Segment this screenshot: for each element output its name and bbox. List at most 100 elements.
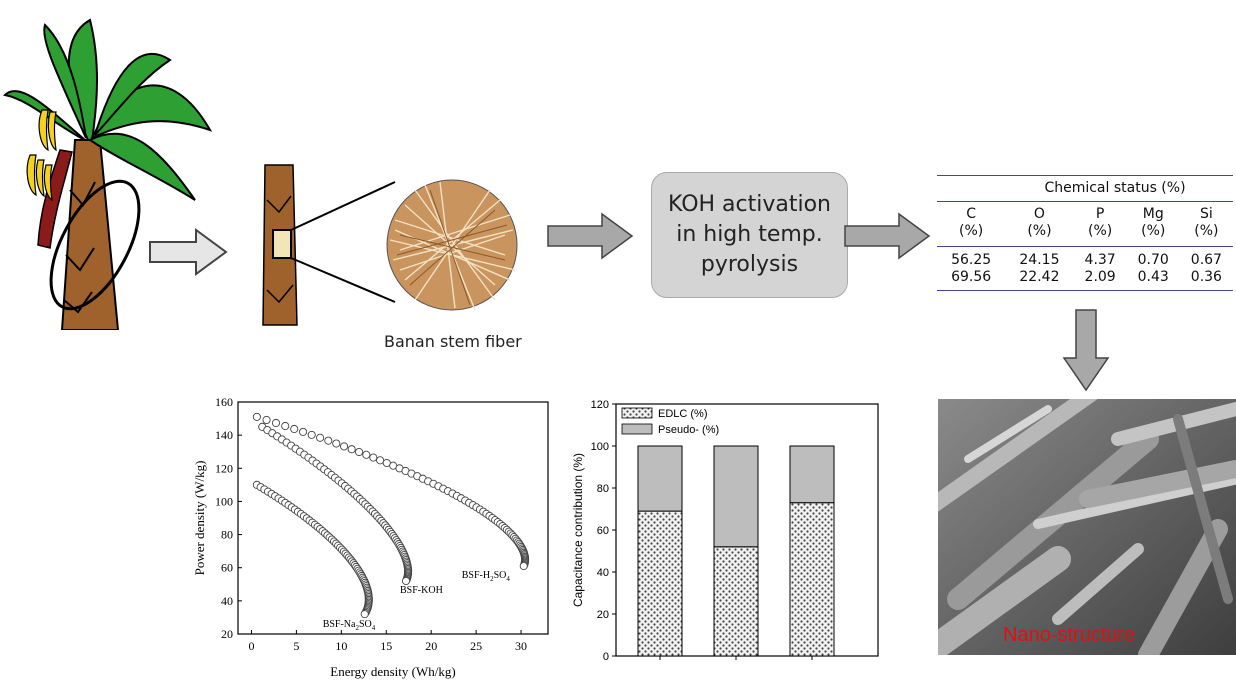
arrow-down-icon [1062, 309, 1110, 392]
header-unit: (%) [1141, 223, 1166, 239]
data-point [519, 562, 528, 571]
bar-edlc [713, 546, 759, 657]
arrow-right-icon [547, 212, 634, 260]
series-label: BSF-H2SO4 [462, 570, 511, 583]
bar-edlc [789, 502, 835, 657]
series-BSF-KOH: BSF-KOH [258, 422, 443, 596]
header-unit: (%) [1027, 223, 1052, 239]
table-row: 69.56 22.42 2.09 0.43 0.36 [937, 269, 1233, 291]
legend-label-edlc: EDLC (%) [658, 408, 708, 420]
y-tick-label: 20 [597, 609, 609, 621]
activation-line-2: in high temp. [676, 222, 823, 247]
plot-frame [237, 401, 549, 635]
series-BSF-H2SO4: BSF-H2SO4 [252, 412, 530, 583]
table-cell: 69.56 [951, 269, 992, 285]
data-point [369, 453, 378, 462]
y-tick-label: 60 [221, 561, 233, 575]
stem-zoom-illustration [262, 164, 518, 326]
y-tick-label: 40 [221, 594, 233, 608]
table-title: Chemical status (%) [1044, 180, 1186, 196]
y-tick-label: 0 [603, 651, 609, 663]
x-tick-label: 25 [470, 639, 482, 653]
data-point [281, 421, 290, 431]
table-cell: 4.37 [1084, 252, 1116, 268]
y-tick-label: 160 [215, 395, 233, 409]
activation-line-1: KOH activation [667, 192, 832, 217]
data-point [401, 576, 411, 586]
table-cell: 22.42 [1019, 269, 1060, 285]
series-BSF-Na2SO4: BSF-Na2SO4 [252, 480, 376, 632]
data-point [332, 439, 341, 448]
y-tick-label: 100 [215, 494, 233, 508]
data-point [316, 433, 325, 442]
data-point [340, 442, 349, 451]
x-axis-label: Energy density (Wh/kg) [330, 664, 455, 679]
data-point [376, 456, 385, 465]
capacitance-chart: 0 20 40 60 80 100 120 EDLC (%) Pseudo- (%) Cap… [571, 399, 879, 663]
koh-activation-box: KOH activation in high temp. pyrolysis [651, 172, 848, 298]
table-cell: 0.36 [1190, 269, 1222, 285]
y-tick-label: 100 [591, 441, 609, 453]
table-cell: 24.15 [1019, 252, 1060, 268]
y-tick-label: 120 [591, 399, 609, 411]
data-point [290, 424, 299, 434]
y-axis-label: Capacitance contribution (%) [571, 453, 585, 607]
data-point [355, 447, 364, 457]
arrow-right-icon [149, 228, 228, 276]
series-label: BSF-KOH [400, 585, 443, 596]
series-label: BSF-Na2SO4 [323, 619, 376, 632]
data-point [252, 412, 261, 421]
header-si: Si [1200, 206, 1213, 222]
banana-tree-illustration [2, 18, 213, 330]
header-unit: (%) [959, 223, 984, 239]
legend-swatch-edlc [621, 407, 653, 419]
activation-line-3: pyrolysis [700, 252, 799, 277]
power-energy-chart: 0 5 10 15 20 25 30 20 40 60 80 100 120 140 160 BSF-Na2… [192, 395, 549, 679]
header-o: O [1033, 206, 1045, 222]
chemical-status-table: Chemical status (%) C O P Mg Si (%) (%) … [937, 175, 1233, 291]
legend: EDLC (%) Pseudo- (%) [621, 407, 719, 436]
table-row: 56.25 24.15 4.37 0.70 0.67 [937, 247, 1233, 270]
data-point [324, 436, 333, 445]
legend-swatch-pseudo [621, 423, 653, 435]
sem-label: Nano-structure [1003, 624, 1136, 646]
x-tick-label: 0 [248, 639, 254, 653]
table-cell: 0.67 [1190, 252, 1222, 268]
bar-edlc [637, 510, 683, 657]
y-tick-label: 20 [221, 627, 233, 641]
bar-pseudo [713, 445, 759, 548]
header-p: P [1095, 206, 1105, 222]
x-tick-label: 10 [335, 639, 347, 653]
header-unit: (%) [1088, 223, 1113, 239]
data-point [362, 450, 371, 459]
y-tick-label: 80 [221, 528, 233, 542]
table-cell: 0.70 [1137, 252, 1169, 268]
header-c: C [966, 206, 977, 222]
legend-label-pseudo: Pseudo- (%) [658, 424, 719, 436]
sem-image [938, 399, 1236, 655]
table-cell: 0.43 [1137, 269, 1169, 285]
data-point [262, 415, 271, 425]
data-point [299, 427, 308, 436]
header-unit: (%) [1194, 223, 1219, 239]
data-point [307, 430, 316, 439]
bar-pseudo [637, 445, 683, 512]
table-cell: 56.25 [951, 252, 992, 268]
y-tick-label: 40 [597, 567, 609, 579]
arrow-right-icon [844, 212, 931, 260]
y-axis-label: Power density (W/kg) [192, 461, 207, 576]
y-tick-label: 140 [215, 428, 233, 442]
data-point [360, 610, 369, 619]
fiber-caption: Banan stem fiber [384, 332, 522, 351]
data-point [347, 445, 356, 454]
table-cell: 2.09 [1084, 269, 1116, 285]
header-mg: Mg [1142, 206, 1164, 222]
x-tick-label: 5 [293, 639, 299, 653]
y-tick-label: 80 [597, 483, 609, 495]
x-tick-label: 20 [425, 639, 437, 653]
x-tick-label: 30 [515, 639, 527, 653]
y-tick-label: 60 [597, 525, 609, 537]
data-point [271, 418, 281, 428]
y-tick-label: 120 [215, 461, 233, 475]
x-tick-label: 15 [380, 639, 392, 653]
